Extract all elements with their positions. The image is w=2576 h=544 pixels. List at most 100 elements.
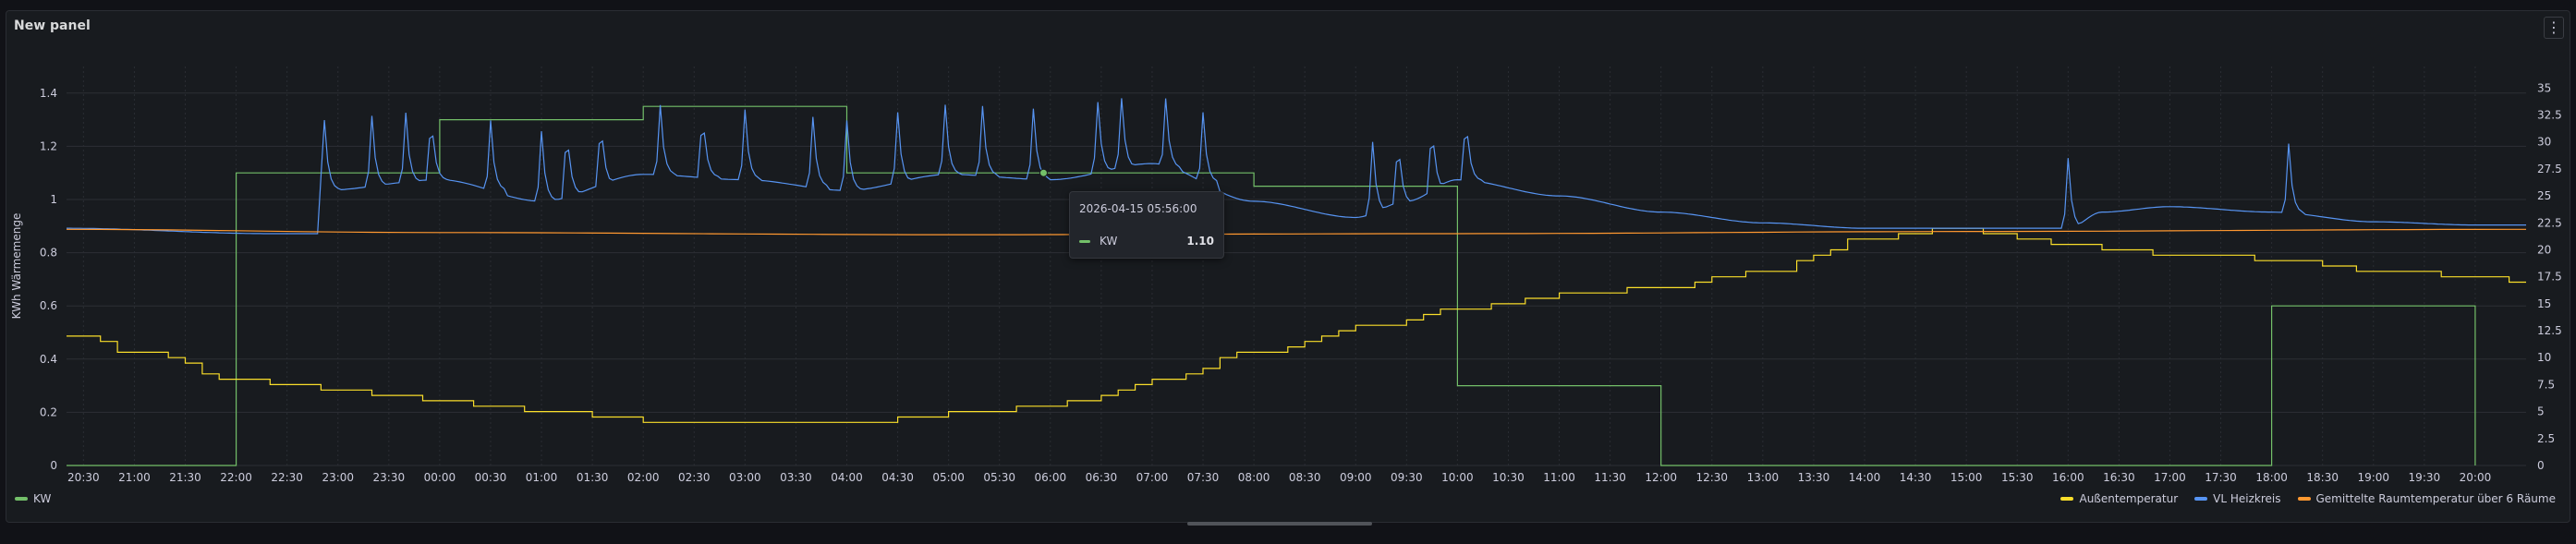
y2-tick-label: 0 bbox=[2537, 459, 2545, 472]
x-tick-label: 19:00 bbox=[2357, 471, 2389, 484]
y-tick-label: 0.2 bbox=[40, 405, 57, 418]
y2-tick-label: 2.5 bbox=[2537, 432, 2555, 445]
tooltip-row: KW 1.10 bbox=[1079, 235, 1214, 248]
y-tick-label: 1.2 bbox=[40, 139, 57, 152]
panel-title: New panel bbox=[14, 18, 91, 33]
series-line-gemittelte-raumtemperatur-ber-r-ume bbox=[66, 228, 2526, 236]
y2-tick-label: 17.5 bbox=[2537, 271, 2562, 284]
x-tick-label: 04:30 bbox=[881, 471, 914, 484]
y-tick-label: 0.6 bbox=[40, 299, 57, 312]
x-tick-label: 18:30 bbox=[2306, 471, 2339, 484]
y-tick-label: 0.8 bbox=[40, 247, 57, 260]
vertical-ellipsis-icon[interactable]: ⋮ bbox=[2544, 17, 2564, 39]
x-tick-label: 23:30 bbox=[373, 471, 406, 484]
x-tick-label: 02:00 bbox=[627, 471, 660, 484]
x-tick-label: 21:00 bbox=[118, 471, 151, 484]
x-tick-label: 15:30 bbox=[2001, 471, 2034, 484]
y2-tick-label: 5 bbox=[2537, 405, 2545, 418]
x-tick-label: 03:30 bbox=[780, 471, 812, 484]
y-tick-label: 0.4 bbox=[40, 353, 57, 366]
y-axis-label: KWh Wärmemenge bbox=[10, 213, 23, 320]
x-tick-label: 09:30 bbox=[1391, 471, 1423, 484]
y-tick-label: 1 bbox=[50, 193, 57, 206]
series-line-kw bbox=[67, 105, 2476, 466]
x-tick-label: 20:00 bbox=[2460, 471, 2492, 484]
y-tick-label: 1.4 bbox=[40, 87, 57, 100]
x-tick-label: 11:30 bbox=[1594, 471, 1626, 484]
y2-tick-label: 27.5 bbox=[2537, 163, 2562, 175]
tooltip-series: KW bbox=[1100, 235, 1118, 248]
x-tick-label: 17:30 bbox=[2205, 471, 2237, 484]
x-tick-label: 14:00 bbox=[1849, 471, 1881, 484]
x-tick-label: 16:00 bbox=[2052, 471, 2084, 484]
x-tick-label: 19:30 bbox=[2409, 471, 2441, 484]
x-tick-label: 13:30 bbox=[1798, 471, 1830, 484]
legend-label-aussentemperatur: Außentemperatur bbox=[2079, 492, 2179, 505]
x-tick-label: 05:30 bbox=[983, 471, 1015, 484]
x-tick-label: 11:00 bbox=[1543, 471, 1575, 484]
legend-left: KW bbox=[15, 492, 51, 505]
x-tick-label: 08:30 bbox=[1289, 471, 1321, 484]
y-tick-label: 0 bbox=[50, 459, 57, 472]
legend-swatch-kw bbox=[15, 497, 28, 501]
series-line-vl-heizkreis bbox=[67, 98, 2526, 235]
x-tick-label: 05:00 bbox=[932, 471, 965, 484]
tooltip-time: 2026-04-15 05:56:00 bbox=[1079, 202, 1197, 215]
x-tick-label: 03:00 bbox=[729, 471, 761, 484]
x-tick-label: 22:00 bbox=[220, 471, 252, 484]
x-tick-label: 16:30 bbox=[2103, 471, 2135, 484]
x-tick-label: 01:30 bbox=[577, 471, 609, 484]
x-tick-label: 20:30 bbox=[67, 471, 100, 484]
tooltip-value: 1.10 bbox=[1186, 235, 1214, 248]
x-tick-label: 12:00 bbox=[1645, 471, 1677, 484]
x-tick-label: 06:30 bbox=[1086, 471, 1118, 484]
x-tick-label: 00:30 bbox=[475, 471, 507, 484]
x-tick-label: 07:30 bbox=[1187, 471, 1220, 484]
y2-tick-label: 30 bbox=[2537, 136, 2551, 149]
x-tick-label: 02:30 bbox=[678, 471, 711, 484]
legend-item-aussentemperatur[interactable]: Außentemperatur bbox=[2060, 492, 2178, 505]
y2-tick-label: 25 bbox=[2537, 189, 2551, 202]
legend-item-kw[interactable]: KW bbox=[15, 492, 51, 505]
x-tick-label: 14:30 bbox=[1900, 471, 1932, 484]
legend-swatch-raumtemperatur bbox=[2297, 497, 2311, 501]
legend-label-raumtemperatur: Gemittelte Raumtemperatur über 6 Räume bbox=[2315, 492, 2557, 505]
hover-tooltip: 2026-04-15 05:56:00 KW 1.10 bbox=[1069, 191, 1224, 259]
legend-item-raumtemperatur[interactable]: Gemittelte Raumtemperatur über 6 Räume bbox=[2297, 492, 2557, 505]
x-tick-label: 00:00 bbox=[424, 471, 456, 484]
x-tick-label: 09:00 bbox=[1340, 471, 1372, 484]
y2-tick-label: 20 bbox=[2537, 243, 2551, 256]
x-tick-label: 12:30 bbox=[1695, 471, 1728, 484]
x-tick-label: 13:00 bbox=[1747, 471, 1780, 484]
tooltip-swatch bbox=[1079, 239, 1090, 243]
x-tick-label: 06:00 bbox=[1035, 471, 1067, 484]
hover-point bbox=[1039, 168, 1048, 177]
x-tick-label: 01:00 bbox=[526, 471, 558, 484]
x-tick-label: 10:30 bbox=[1492, 471, 1525, 484]
legend-label-kw: KW bbox=[33, 492, 52, 505]
y2-tick-label: 7.5 bbox=[2537, 378, 2555, 391]
y2-tick-label: 10 bbox=[2537, 351, 2551, 364]
legend-right: Außentemperatur VL Heizkreis Gemittelte … bbox=[2060, 492, 2556, 505]
y2-tick-label: 32.5 bbox=[2537, 109, 2562, 122]
legend-label-vl-heizkreis: VL Heizkreis bbox=[2213, 492, 2281, 505]
legend-swatch-aussentemperatur bbox=[2060, 497, 2074, 501]
legend-item-vl-heizkreis[interactable]: VL Heizkreis bbox=[2194, 492, 2281, 505]
x-tick-label: 17:00 bbox=[2154, 471, 2186, 484]
y2-tick-label: 15 bbox=[2537, 297, 2551, 310]
y2-tick-label: 22.5 bbox=[2537, 216, 2562, 229]
x-tick-label: 07:00 bbox=[1136, 471, 1169, 484]
y2-tick-label: 12.5 bbox=[2537, 324, 2562, 337]
series-line-au-entemperatur bbox=[67, 227, 2526, 423]
panel: New panel ⋮ bbox=[6, 10, 2570, 523]
x-tick-label: 08:00 bbox=[1238, 471, 1270, 484]
y2-tick-label: 35 bbox=[2537, 81, 2551, 94]
x-tick-label: 15:00 bbox=[1950, 471, 1983, 484]
x-tick-label: 04:00 bbox=[831, 471, 863, 484]
legend-swatch-vl-heizkreis bbox=[2194, 497, 2208, 501]
x-tick-label: 22:30 bbox=[271, 471, 303, 484]
x-tick-label: 18:00 bbox=[2255, 471, 2288, 484]
x-tick-label: 21:30 bbox=[169, 471, 201, 484]
horizontal-scrollbar[interactable] bbox=[1187, 522, 1372, 526]
